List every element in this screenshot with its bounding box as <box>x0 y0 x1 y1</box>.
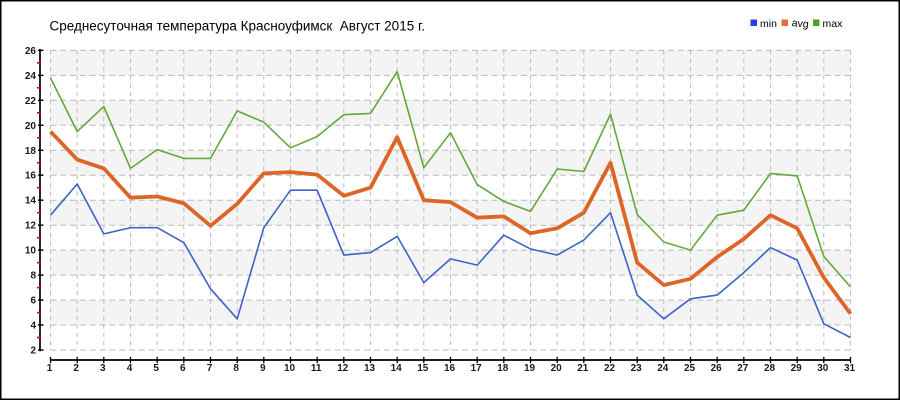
svg-text:26: 26 <box>711 363 723 374</box>
svg-text:18: 18 <box>25 146 37 157</box>
svg-text:max: max <box>823 18 844 30</box>
svg-text:12: 12 <box>25 221 37 232</box>
svg-text:24: 24 <box>657 363 669 374</box>
svg-text:14: 14 <box>25 196 37 207</box>
svg-text:31: 31 <box>844 363 856 374</box>
svg-text:8: 8 <box>233 363 239 374</box>
svg-text:9: 9 <box>260 363 266 374</box>
svg-text:6: 6 <box>180 363 186 374</box>
svg-text:11: 11 <box>311 363 322 374</box>
svg-text:24: 24 <box>25 71 37 82</box>
svg-text:26: 26 <box>25 46 37 57</box>
svg-text:22: 22 <box>25 96 37 107</box>
svg-text:avg: avg <box>791 17 809 31</box>
svg-text:2: 2 <box>30 346 36 357</box>
svg-text:21: 21 <box>577 363 589 374</box>
svg-text:13: 13 <box>364 363 376 374</box>
svg-text:22: 22 <box>604 363 616 374</box>
svg-text:25: 25 <box>684 363 696 374</box>
svg-text:18: 18 <box>497 363 509 374</box>
svg-text:20: 20 <box>551 363 563 374</box>
svg-text:10: 10 <box>284 363 296 374</box>
svg-text:23: 23 <box>631 363 643 374</box>
svg-text:3: 3 <box>100 363 106 374</box>
svg-text:4: 4 <box>30 321 36 332</box>
svg-text:14: 14 <box>391 363 403 374</box>
svg-text:30: 30 <box>817 363 829 374</box>
svg-text:1: 1 <box>47 363 53 374</box>
svg-text:2: 2 <box>73 363 79 374</box>
svg-text:29: 29 <box>791 363 803 374</box>
svg-text:7: 7 <box>207 363 213 374</box>
svg-text:12: 12 <box>337 363 349 374</box>
svg-text:8: 8 <box>30 271 36 282</box>
svg-text:17: 17 <box>471 363 483 374</box>
svg-text:16: 16 <box>444 363 456 374</box>
svg-text:15: 15 <box>417 363 429 374</box>
svg-text:Среднесуточная температура Кра: Среднесуточная температура Красноуфимск … <box>50 19 426 34</box>
svg-text:4: 4 <box>127 363 133 374</box>
svg-text:27: 27 <box>737 363 749 374</box>
svg-text:28: 28 <box>764 363 776 374</box>
svg-text:5: 5 <box>153 363 159 374</box>
svg-text:10: 10 <box>25 246 37 257</box>
svg-text:19: 19 <box>524 363 536 374</box>
svg-text:20: 20 <box>25 121 37 132</box>
svg-text:6: 6 <box>30 296 36 307</box>
svg-text:min: min <box>760 18 777 30</box>
svg-text:16: 16 <box>25 171 37 182</box>
